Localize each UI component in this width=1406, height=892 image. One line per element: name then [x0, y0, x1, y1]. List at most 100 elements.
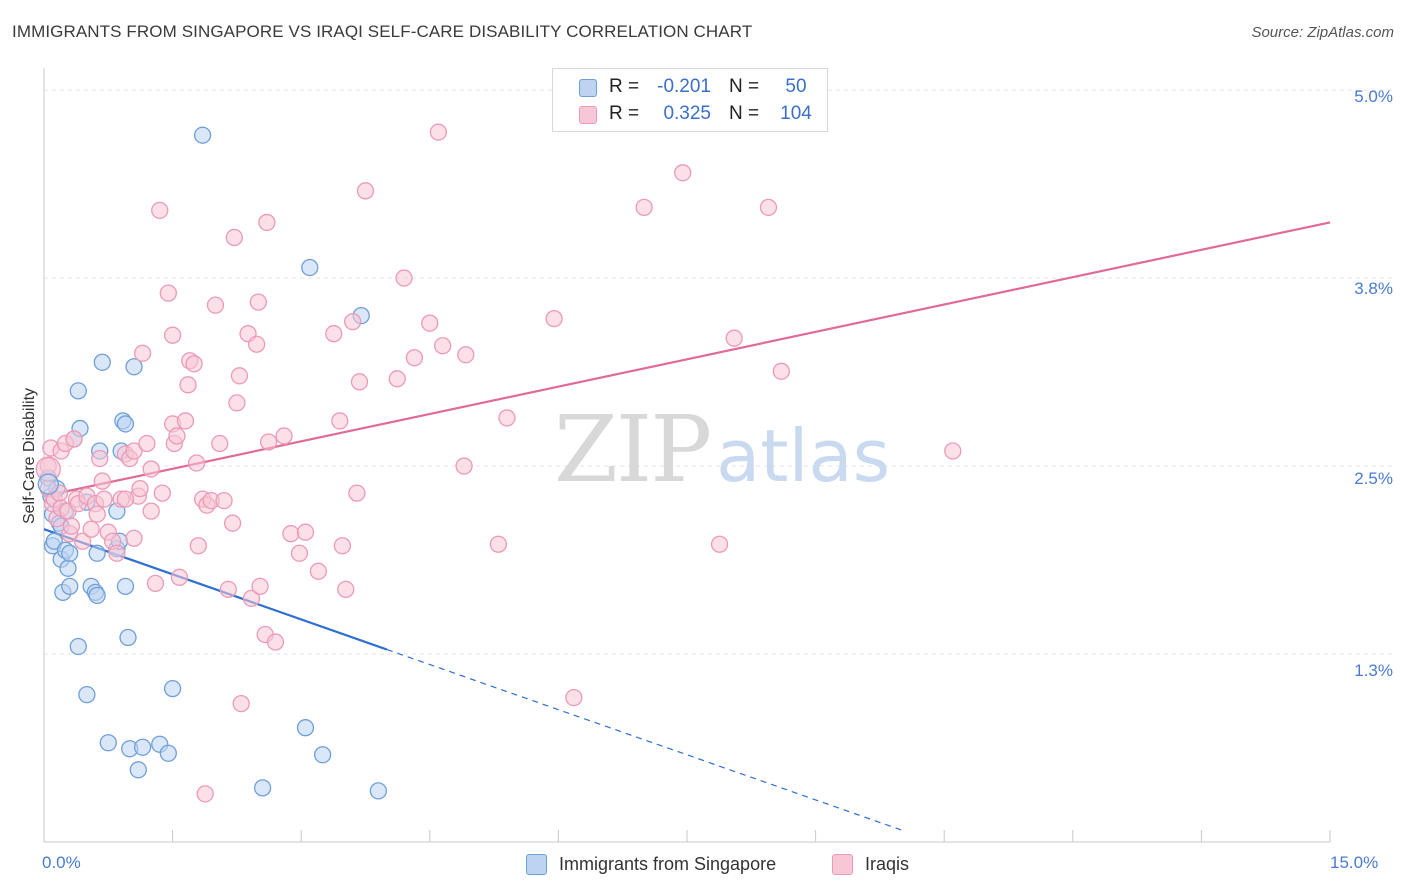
point-singapore — [78, 685, 96, 704]
point-iraqis — [62, 517, 81, 535]
point-iraqis — [337, 580, 355, 599]
point-singapore — [253, 779, 272, 797]
point-iraqis — [242, 589, 261, 608]
point-singapore — [93, 353, 111, 371]
point-iraqis — [232, 694, 250, 713]
trend-extension-singapore — [386, 648, 902, 831]
point-singapore — [69, 382, 87, 400]
r-value-singapore: -0.201 — [657, 76, 711, 97]
point-singapore — [116, 577, 135, 595]
point-iraqis — [108, 544, 126, 562]
point-iraqis — [635, 198, 653, 217]
watermark-atlas: atlas — [716, 414, 891, 498]
point-iraqis — [168, 427, 186, 445]
point-singapore — [301, 258, 319, 277]
point-iraqis — [309, 562, 327, 580]
singapore-swatch — [579, 79, 597, 97]
point-iraqis — [759, 198, 778, 217]
point-singapore — [61, 544, 79, 562]
point-iraqis — [88, 505, 106, 523]
point-iraqis — [350, 373, 369, 391]
n-value-singapore: 50 — [785, 76, 807, 97]
n-label: N = — [729, 103, 760, 124]
point-iraqis — [133, 344, 152, 362]
point-iraqis — [170, 568, 189, 586]
point-iraqis — [251, 577, 269, 595]
point-iraqis — [91, 449, 109, 468]
point-iraqis — [356, 182, 375, 200]
point-iraqis — [151, 201, 169, 220]
watermark: ZIPatlas — [554, 396, 890, 503]
point-singapore — [88, 586, 106, 605]
point-singapore — [159, 744, 177, 762]
point-iraqis — [176, 412, 195, 430]
point-iraqis — [455, 457, 473, 475]
point-singapore — [296, 719, 315, 737]
point-iraqis — [674, 164, 692, 182]
point-iraqis — [333, 537, 352, 555]
point-iraqis — [153, 484, 171, 502]
n-label: N = — [729, 76, 760, 97]
iraqis-swatch — [579, 106, 597, 124]
point-iraqis — [565, 688, 583, 707]
correlation-stats-box: R = -0.201 N = 50 R = 0.325 N = 104 — [552, 68, 828, 132]
point-iraqis — [331, 412, 349, 430]
point-singapore — [59, 559, 77, 577]
point-iraqis — [189, 537, 207, 555]
point-singapore — [133, 738, 152, 756]
point-iraqis — [290, 544, 309, 562]
point-iraqis — [230, 367, 249, 385]
point-iraqis — [187, 454, 206, 472]
y-tick-label: 5.0% — [1354, 87, 1393, 106]
point-iraqis — [247, 335, 266, 353]
point-iraqis — [225, 228, 243, 247]
x-tick-label-min: 0.0% — [42, 853, 81, 872]
point-iraqis — [146, 574, 165, 592]
point-iraqis — [142, 502, 160, 520]
point-iraqis — [457, 346, 475, 364]
point-iraqis — [710, 535, 729, 553]
point-iraqis — [206, 296, 225, 314]
stats-row-iraqis: R = 0.325 N = 104 — [553, 100, 827, 128]
point-iraqis — [93, 472, 111, 490]
point-iraqis — [434, 337, 452, 355]
point-singapore — [129, 761, 147, 779]
point-iraqis — [343, 313, 362, 331]
axes — [43, 68, 1331, 843]
legend-swatch-iraqis — [832, 854, 853, 875]
point-iraqis — [725, 329, 743, 347]
point-iraqis — [282, 525, 300, 543]
point-iraqis — [405, 349, 424, 367]
point-iraqis — [296, 523, 315, 541]
watermark-zip: ZIP — [554, 396, 712, 503]
y-tick-label: 1.3% — [1354, 661, 1393, 680]
point-iraqis — [125, 442, 143, 460]
point-iraqis — [73, 532, 92, 550]
point-iraqis — [944, 442, 962, 460]
r-value-iraqis: 0.325 — [663, 103, 711, 124]
legend-label-iraqis: Iraqis — [865, 854, 910, 874]
point-iraqis — [429, 123, 448, 141]
chart-title: IMMIGRANTS FROM SINGAPORE VS IRAQI SELF-… — [12, 22, 753, 41]
point-iraqis — [159, 284, 177, 302]
point-iraqis — [163, 326, 182, 344]
point-iraqis — [65, 430, 83, 448]
point-singapore — [116, 415, 135, 433]
legend-swatch-singapore — [526, 854, 547, 875]
legend-label-singapore: Immigrants from Singapore — [559, 854, 777, 874]
point-iraqis — [395, 269, 413, 287]
point-iraqis — [325, 325, 343, 343]
point-iraqis — [142, 460, 160, 478]
point-singapore — [61, 577, 79, 595]
y-tick-label: 3.8% — [1354, 279, 1393, 298]
point-iraqis — [545, 310, 563, 328]
chart-source[interactable]: Source: ZipAtlas.com — [1251, 24, 1394, 41]
point-iraqis — [223, 514, 242, 532]
n-value-iraqis: 104 — [780, 103, 812, 124]
point-singapore-cluster — [37, 473, 59, 495]
point-iraqis — [498, 409, 516, 427]
point-iraqis — [259, 433, 278, 451]
point-iraqis — [219, 580, 237, 599]
point-iraqis — [215, 491, 233, 510]
point-iraqis — [95, 490, 113, 508]
